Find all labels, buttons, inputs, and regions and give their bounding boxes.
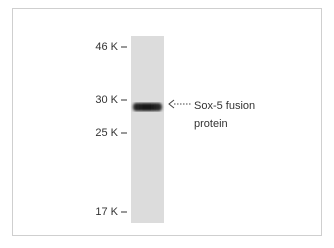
marker-label: 25 K (95, 127, 118, 139)
annotation-text: protein (194, 118, 228, 130)
marker-label: 17 K (95, 206, 118, 218)
blot-figure: 46 K 30 K 25 K 17 K Sox-5 fusion protein (0, 0, 334, 243)
annotation-text: Sox-5 fusion (194, 100, 255, 112)
gel-lane (131, 36, 164, 223)
protein-band (133, 103, 162, 111)
frame (13, 9, 322, 236)
marker-label: 46 K (95, 41, 118, 53)
marker-label: 30 K (95, 94, 118, 106)
